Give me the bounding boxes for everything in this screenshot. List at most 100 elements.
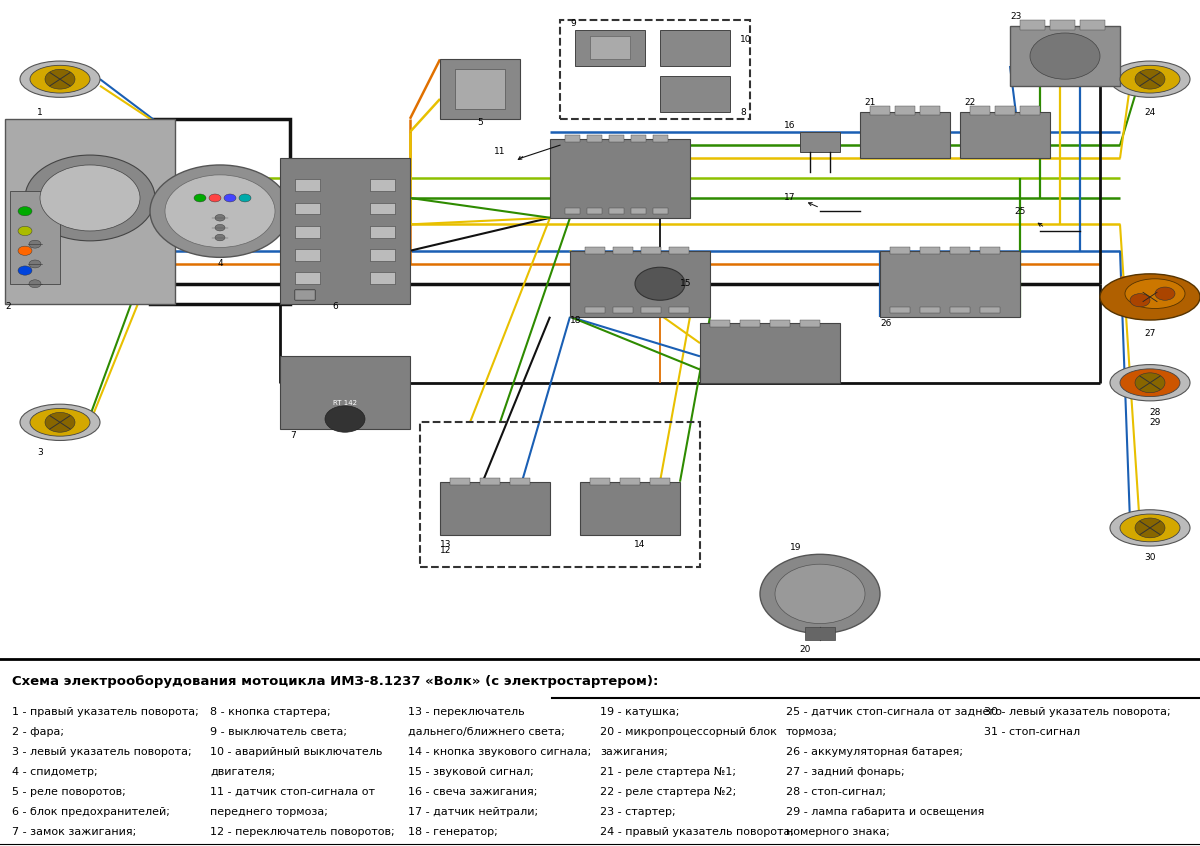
Circle shape <box>215 215 226 221</box>
FancyBboxPatch shape <box>620 478 640 485</box>
Circle shape <box>29 240 41 248</box>
Ellipse shape <box>20 61 100 97</box>
Circle shape <box>1135 69 1165 89</box>
FancyBboxPatch shape <box>800 132 840 151</box>
FancyBboxPatch shape <box>295 290 314 300</box>
Text: 14: 14 <box>635 540 646 549</box>
Circle shape <box>215 234 226 241</box>
FancyBboxPatch shape <box>1020 106 1040 115</box>
FancyBboxPatch shape <box>565 135 580 142</box>
Ellipse shape <box>30 409 90 437</box>
FancyBboxPatch shape <box>295 290 314 300</box>
Text: 29: 29 <box>1150 418 1160 427</box>
FancyBboxPatch shape <box>660 30 730 66</box>
FancyBboxPatch shape <box>5 118 175 304</box>
FancyBboxPatch shape <box>295 202 320 215</box>
FancyBboxPatch shape <box>890 307 910 313</box>
FancyBboxPatch shape <box>980 247 1000 254</box>
Text: 11: 11 <box>494 147 505 157</box>
Text: 14 - кнопка звукового сигнала;: 14 - кнопка звукового сигнала; <box>408 747 592 757</box>
Text: 10 - аварийный выключатель: 10 - аварийный выключатель <box>210 747 383 757</box>
Circle shape <box>29 260 41 268</box>
FancyBboxPatch shape <box>653 208 668 215</box>
Text: дальнего/ближнего света;: дальнего/ближнего света; <box>408 727 565 737</box>
FancyBboxPatch shape <box>295 290 314 300</box>
FancyBboxPatch shape <box>895 106 916 115</box>
Text: 18 - генератор;: 18 - генератор; <box>408 827 498 837</box>
FancyBboxPatch shape <box>960 113 1050 158</box>
FancyBboxPatch shape <box>370 249 395 261</box>
FancyBboxPatch shape <box>565 208 580 215</box>
Ellipse shape <box>20 404 100 441</box>
FancyBboxPatch shape <box>10 191 60 283</box>
Text: 6: 6 <box>332 302 338 311</box>
FancyBboxPatch shape <box>370 226 395 238</box>
Text: 26: 26 <box>880 319 892 328</box>
Text: 23: 23 <box>1010 12 1021 21</box>
Text: 18: 18 <box>570 316 582 325</box>
Circle shape <box>46 69 74 89</box>
Circle shape <box>1135 518 1165 538</box>
FancyBboxPatch shape <box>641 247 661 254</box>
FancyBboxPatch shape <box>800 320 820 327</box>
FancyBboxPatch shape <box>610 208 624 215</box>
Text: двигателя;: двигателя; <box>210 767 275 777</box>
Ellipse shape <box>30 65 90 93</box>
FancyBboxPatch shape <box>570 250 710 316</box>
Text: тормоза;: тормоза; <box>786 727 838 737</box>
FancyBboxPatch shape <box>440 59 520 118</box>
FancyBboxPatch shape <box>1050 19 1075 30</box>
FancyBboxPatch shape <box>295 272 320 283</box>
Circle shape <box>29 280 41 288</box>
Circle shape <box>760 554 880 634</box>
Text: 2 - фара;: 2 - фара; <box>12 727 64 737</box>
FancyBboxPatch shape <box>650 478 670 485</box>
FancyBboxPatch shape <box>295 290 314 300</box>
Text: 26 - аккумуляторная батарея;: 26 - аккумуляторная батарея; <box>786 747 964 757</box>
Text: 24 - правый указатель поворота;: 24 - правый указатель поворота; <box>600 827 794 837</box>
Circle shape <box>18 206 32 216</box>
FancyBboxPatch shape <box>631 208 646 215</box>
Text: 22 - реле стартера №2;: 22 - реле стартера №2; <box>600 787 737 797</box>
FancyBboxPatch shape <box>590 478 610 485</box>
Text: 15: 15 <box>680 279 691 288</box>
FancyBboxPatch shape <box>631 135 646 142</box>
Text: Схема электрооборудования мотоцикла ИМЗ-8.1237 «Волк» (с электростартером):: Схема электрооборудования мотоцикла ИМЗ-… <box>12 675 659 688</box>
Circle shape <box>40 165 140 231</box>
Text: зажигания;: зажигания; <box>600 747 668 757</box>
Text: 3: 3 <box>37 448 43 457</box>
FancyBboxPatch shape <box>860 113 950 158</box>
FancyBboxPatch shape <box>586 247 605 254</box>
Text: 24: 24 <box>1145 107 1156 117</box>
FancyBboxPatch shape <box>653 135 668 142</box>
Text: 22: 22 <box>965 98 976 107</box>
Circle shape <box>166 175 275 248</box>
FancyBboxPatch shape <box>920 247 940 254</box>
Text: 23 - стартер;: 23 - стартер; <box>600 807 676 817</box>
Text: 8 - кнопка стартера;: 8 - кнопка стартера; <box>210 707 331 717</box>
Ellipse shape <box>1126 279 1186 309</box>
Circle shape <box>150 165 290 257</box>
Ellipse shape <box>1120 65 1180 93</box>
FancyBboxPatch shape <box>575 30 646 66</box>
Circle shape <box>239 194 251 202</box>
Text: 12 - переключатель поворотов;: 12 - переключатель поворотов; <box>210 827 395 837</box>
FancyBboxPatch shape <box>580 481 680 535</box>
Text: 5 - реле поворотов;: 5 - реле поворотов; <box>12 787 126 797</box>
Circle shape <box>215 224 226 231</box>
FancyBboxPatch shape <box>370 202 395 215</box>
FancyBboxPatch shape <box>710 320 730 327</box>
FancyBboxPatch shape <box>870 106 890 115</box>
Circle shape <box>1135 373 1165 393</box>
Text: 11 - датчик стоп-сигнала от: 11 - датчик стоп-сигнала от <box>210 787 374 797</box>
FancyBboxPatch shape <box>670 307 689 313</box>
Text: 8: 8 <box>740 107 745 117</box>
Ellipse shape <box>1120 369 1180 397</box>
FancyBboxPatch shape <box>295 249 320 261</box>
Ellipse shape <box>1100 274 1200 320</box>
FancyBboxPatch shape <box>660 76 730 113</box>
Text: 30 - левый указатель поворота;: 30 - левый указатель поворота; <box>984 707 1171 717</box>
Text: 7 - замок зажигания;: 7 - замок зажигания; <box>12 827 137 837</box>
FancyBboxPatch shape <box>586 307 605 313</box>
FancyArrowPatch shape <box>518 157 523 160</box>
